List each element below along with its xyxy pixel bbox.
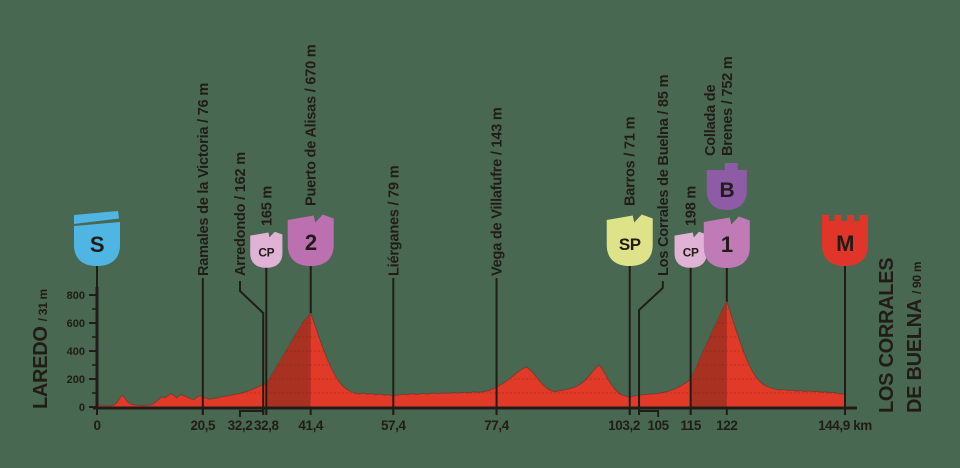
x-tick-label: 32,8	[254, 418, 280, 433]
badge-letter: CP	[258, 246, 274, 260]
badge-letter: B	[719, 179, 734, 202]
waypoint-label: Puerto de Alisas / 670 m	[304, 45, 320, 206]
axes: 0 200 400 600 800 0 20,5 32,2 32,8 41,4 57,4 77,4 10…	[67, 287, 873, 433]
x-tick-label: 32,2	[228, 418, 253, 433]
badge-sp: SP	[606, 214, 653, 266]
x-tick-label: 115	[680, 418, 701, 433]
x-tick-label: 57,4	[381, 418, 407, 433]
y-tick-label: 400	[67, 346, 85, 358]
finish-location-label-line1: LOS CORRALES	[876, 258, 898, 413]
x-tick-elbow	[639, 410, 660, 417]
waypoint-label: Arredondo / 162 m	[233, 152, 249, 276]
finish-location-label-line2: DE BUELNA / 90 m	[904, 262, 926, 413]
profile-area-group	[96, 300, 846, 408]
waypoint-badges: S CP 2 SP CP B 1 M	[74, 163, 868, 268]
climb-segment	[690, 301, 727, 407]
badge-letter: 2	[305, 230, 317, 255]
start-name: LAREDO	[30, 326, 52, 409]
x-tick-elbow	[238, 410, 264, 417]
start-elevation: / 31 m	[36, 289, 50, 321]
waypoint-label: Los Corrales de Buelna / 85 m	[656, 75, 672, 276]
waypoint-elbow-line	[638, 281, 664, 414]
badge-shape	[287, 214, 334, 266]
waypoint-label: Collada de	[703, 85, 719, 156]
badge-b: B	[706, 163, 747, 210]
x-tick-label: 41,4	[298, 418, 324, 433]
waypoint-label: Barros / 71 m	[623, 117, 639, 206]
badge-shape	[250, 231, 283, 268]
y-tick-label: 0	[79, 402, 85, 414]
badge-shape	[822, 215, 868, 266]
badge-cp: CP	[674, 231, 707, 268]
climb-segment	[266, 313, 311, 407]
badge-letter: CP	[683, 246, 699, 260]
x-tick-label: 77,4	[484, 418, 510, 433]
y-tick-label: 200	[67, 374, 85, 386]
badge-letter: 1	[721, 232, 733, 257]
x-tick-label: 103,2	[608, 418, 640, 433]
badge-cp: CP	[250, 231, 283, 268]
x-tick-label: 0	[93, 418, 100, 433]
badge-letter: SP	[619, 235, 641, 254]
badge-shape	[606, 214, 653, 266]
badge-letter: S	[90, 232, 104, 257]
badge-1: 1	[703, 216, 750, 268]
badge-s: S	[74, 211, 120, 266]
badge-shape	[703, 216, 750, 268]
y-tick-label: 800	[67, 290, 85, 302]
badge-shape	[74, 211, 120, 266]
waypoint-label: Ramales de la Victoria / 76 m	[196, 83, 212, 276]
profile-area	[96, 300, 846, 408]
waypoint-label: Vega de Villafufre / 143 m	[490, 107, 506, 276]
y-tick-label: 600	[67, 318, 85, 330]
badge-letter: M	[836, 231, 854, 256]
badge-shape	[706, 163, 747, 210]
waypoint-labels: Ramales de la Victoria / 76 m Arredondo /…	[196, 45, 736, 276]
waypoint-elbow-line	[238, 281, 265, 414]
waypoint-label: Liérganes / 79 m	[386, 166, 402, 276]
waypoint-label: 198 m	[684, 186, 700, 226]
badge-2: 2	[287, 214, 334, 266]
badge-m: M	[822, 215, 868, 266]
x-tick-label: 20,5	[190, 418, 216, 433]
waypoint-label: 165 m	[259, 186, 275, 226]
badge-shape	[674, 231, 707, 268]
x-tick-label: 105	[647, 418, 669, 433]
x-tick-label: 122	[716, 418, 737, 433]
waypoint-lines	[96, 266, 846, 414]
waypoint-label: Brenes / 752 m	[720, 56, 736, 156]
finish-elevation: / 90 m	[910, 262, 924, 294]
x-tick-label: 144,9 km	[818, 418, 872, 433]
start-location-label: LAREDO / 31 m	[30, 289, 52, 409]
finish-name2: DE BUELNA	[904, 299, 926, 413]
